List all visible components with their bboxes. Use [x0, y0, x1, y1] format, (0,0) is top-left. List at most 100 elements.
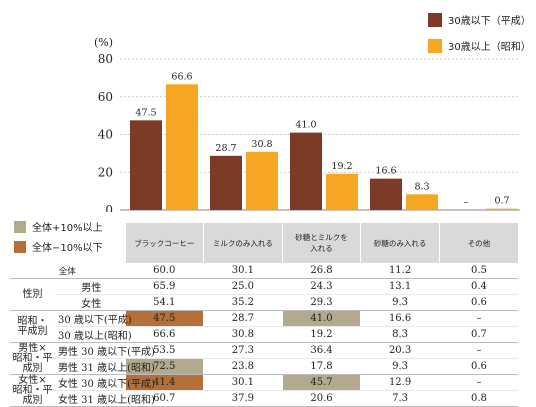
- table-cell: –: [438, 310, 518, 327]
- table-cell: 17.8: [281, 358, 361, 375]
- table-cell: 37.9: [203, 390, 283, 407]
- row-label: 30 歳以上(昭和): [55, 326, 132, 343]
- legend-swatch-pre: [428, 12, 442, 27]
- bar-post: [326, 173, 358, 210]
- table-cell: 65.9: [124, 278, 204, 295]
- table-cell: 66.6: [124, 326, 204, 343]
- table-corner: [10, 223, 125, 263]
- legend-item-pre: 30歳以下（平成）: [428, 12, 531, 27]
- table-cell: 53.5: [124, 342, 204, 359]
- table-cell: 30.1: [203, 263, 283, 279]
- table-cell: 7.3: [360, 390, 440, 407]
- table-cell: –: [438, 374, 518, 391]
- column-header: その他: [438, 223, 518, 263]
- table-cell: 35.2: [203, 294, 283, 311]
- column-header: 砂糖のみ入れる: [360, 223, 440, 263]
- row-label: 男性 31 歳以上(昭和): [55, 358, 155, 375]
- y-tick-label: 20: [98, 165, 113, 179]
- table-cell: 0.4: [438, 278, 518, 295]
- row-group-label: 性別: [10, 278, 55, 311]
- column-header: ブラックコーヒー: [124, 223, 204, 263]
- table-cell: 12.9: [360, 374, 440, 391]
- table-row: 男性 31 歳以上(昭和) 72.5 23.8 17.8 9.3 0.6: [10, 358, 518, 375]
- row-label: 女性: [55, 294, 125, 311]
- table-cell: 47.5: [124, 310, 204, 327]
- table-cell: 23.8: [203, 358, 283, 375]
- data-label: 66.6: [171, 71, 192, 82]
- highlight-swatch-minus: [14, 240, 26, 253]
- bar-post: [406, 194, 438, 210]
- legend-swatch-post: [428, 38, 442, 53]
- table-cell: 11.2: [360, 263, 440, 279]
- legend-item-post: 30歳以上（昭和）: [428, 38, 531, 53]
- table-row: 男性× 昭和・平成別 男性 30 歳以下(平成) 53.5 27.3 36.4 20.3–: [10, 342, 518, 375]
- column-header: ミルクのみ入れる: [203, 223, 283, 263]
- data-label: –: [464, 197, 469, 208]
- bar-pre: [370, 178, 402, 210]
- table-cell: 0.5: [438, 263, 518, 279]
- row-label: 全体: [10, 263, 125, 279]
- bar-post: [486, 208, 518, 210]
- data-label: 8.3: [414, 181, 429, 192]
- row-label: 女性 30 歳以下(平成): [55, 374, 155, 391]
- table-row: 女性 31 歳以上(昭和) 60.7 37.9 20.6 7.3 0.8: [10, 390, 518, 407]
- table-cell: 54.1: [124, 294, 204, 311]
- table-cell: 36.4: [281, 342, 361, 359]
- data-label: 28.7: [215, 143, 236, 154]
- y-tick-label: 80: [98, 52, 113, 66]
- data-label: 41.0: [295, 120, 316, 131]
- table-cell: 41.0: [281, 310, 361, 327]
- bar-post: [246, 151, 278, 210]
- table-cell: 13.1: [360, 278, 440, 295]
- table-row: 全体 60.0 30.1 26.8 11.2 0.5: [10, 263, 518, 279]
- highlight-swatch-plus: [14, 220, 26, 233]
- table-row: 昭和・ 平成別 30 歳以下(平成) 47.5 28.7 41.0 16.6–: [10, 310, 518, 343]
- y-tick-label: 0: [105, 203, 113, 212]
- highlight-legend-minus: 全体−10%以下: [14, 239, 103, 254]
- row-label: 30 歳以下(平成): [55, 310, 132, 327]
- table-cell: 0.6: [438, 294, 518, 311]
- row-label: 男性: [55, 278, 125, 295]
- table-header-row: ブラックコーヒー ミルクのみ入れる 砂糖とミルクを 入れる 砂糖のみ入れる その…: [10, 223, 518, 263]
- data-table: ブラックコーヒー ミルクのみ入れる 砂糖とミルクを 入れる 砂糖のみ入れる その…: [10, 223, 518, 407]
- table-cell: 8.3: [360, 326, 440, 343]
- bar-pre: [290, 132, 322, 210]
- data-label: 47.5: [135, 107, 156, 118]
- row-group-label: 昭和・ 平成別: [10, 310, 55, 343]
- data-label: 19.2: [331, 161, 352, 172]
- bar-pre: [130, 120, 162, 210]
- table-cell: 0.7: [438, 326, 518, 343]
- table-row: 性別 男性 65.9 25.0 24.3 13.1 0.4: [10, 278, 518, 311]
- table-cell: 16.6: [360, 310, 440, 327]
- data-label: 0.7: [494, 196, 509, 207]
- data-label: 16.6: [375, 166, 396, 177]
- legend-label-post: 30歳以上（昭和）: [448, 42, 531, 53]
- table-cell: 30.1: [203, 374, 283, 391]
- table-row: 30 歳以上(昭和) 66.6 30.8 19.2 8.3 0.7: [10, 326, 518, 343]
- table-cell: 60.0: [124, 263, 204, 279]
- table-cell: 27.3: [203, 342, 283, 359]
- table-cell: 0.6: [438, 358, 518, 375]
- table-cell: 25.0: [203, 278, 283, 295]
- table-cell: 0.8: [438, 390, 518, 407]
- column-header: 砂糖とミルクを 入れる: [281, 223, 361, 263]
- row-label: 男性 30 歳以下(平成): [55, 342, 155, 359]
- table-row: 女性 54.1 35.2 29.3 9.3 0.6: [10, 294, 518, 311]
- bar-chart: (%) 0 20 40 60 80 47.5 66.6 28.7 30.8 41.0 19.2 16.6…: [94, 36, 520, 212]
- table-cell: 20.3: [360, 342, 440, 359]
- table-cell: –: [438, 342, 518, 359]
- table-cell: 9.3: [360, 294, 440, 311]
- highlight-label-plus: 全体+10%以上: [32, 223, 103, 234]
- table-cell: 26.8: [281, 263, 361, 279]
- data-label: 30.8: [251, 139, 272, 150]
- row-label: 女性 31 歳以上(昭和): [55, 390, 155, 407]
- bar-post: [166, 84, 198, 210]
- table-row: 女性× 昭和・平成別 女性 30 歳以下(平成) 41.4 30.1 45.7 12.9–: [10, 374, 518, 407]
- table-cell: 29.3: [281, 294, 361, 311]
- y-unit-label: (%): [94, 36, 113, 49]
- table-cell: 20.6: [281, 390, 361, 407]
- table-cell: 72.5: [124, 358, 204, 375]
- highlight-legend-plus: 全体+10%以上: [14, 219, 103, 234]
- bar-pre: [210, 155, 242, 210]
- table-cell: 41.4: [124, 374, 204, 391]
